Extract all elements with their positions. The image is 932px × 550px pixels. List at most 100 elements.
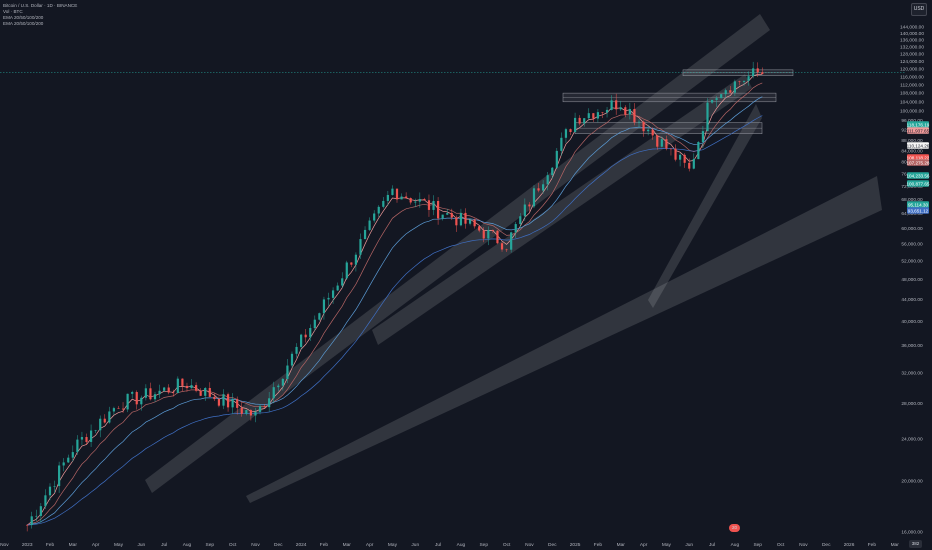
- candle-body: [564, 129, 568, 138]
- candle-body: [71, 452, 74, 458]
- candle-body: [208, 387, 211, 397]
- price-axis-settings-button[interactable]: 382: [909, 540, 922, 548]
- ema-200-line: [27, 115, 763, 526]
- x-tick-label: Sep: [206, 542, 215, 548]
- x-tick-label: Mar: [343, 542, 352, 548]
- y-tick-label: 84,000.00: [901, 148, 923, 154]
- x-tick-label: Jun: [137, 542, 145, 548]
- candle-body: [441, 214, 444, 219]
- price-label-text: 111,937.65: [907, 128, 930, 133]
- x-tick-label: Dec: [822, 542, 831, 548]
- x-tick-label: Oct: [503, 542, 511, 548]
- x-tick-label: Jun: [411, 542, 419, 548]
- y-tick-label: 128,000.00: [900, 52, 924, 58]
- candle-body: [697, 142, 700, 160]
- candle-body: [222, 394, 225, 406]
- x-tick-label: Mar: [891, 542, 900, 548]
- x-tick-label: Jul: [161, 542, 167, 548]
- x-tick-label: Nov: [0, 542, 9, 548]
- candle-body: [482, 230, 485, 239]
- candle-body: [62, 462, 65, 466]
- x-tick-label: Apr: [640, 542, 648, 548]
- y-tick-label: 28,000.00: [901, 401, 923, 407]
- candle-body: [647, 129, 650, 132]
- ema-100-line: [27, 96, 763, 526]
- y-tick-label: 108,000.00: [900, 91, 924, 97]
- x-tick-label: Oct: [229, 542, 237, 548]
- candle-body: [382, 200, 385, 207]
- candle-body: [354, 254, 358, 265]
- candle-body: [58, 465, 61, 487]
- x-tick-label: Apr: [92, 542, 100, 548]
- currency-button[interactable]: USD: [911, 3, 927, 16]
- candle-body: [464, 212, 467, 224]
- candle-body: [309, 328, 312, 338]
- candle-body: [94, 430, 97, 431]
- price-label-text: 104,233.56: [907, 173, 930, 178]
- candle-body: [624, 107, 627, 115]
- legend-volume[interactable]: Vol · BTC: [3, 9, 23, 14]
- events-badge[interactable]: 20: [729, 524, 740, 532]
- x-tick-label: Aug: [457, 542, 466, 548]
- candle-body: [633, 109, 636, 123]
- y-tick-label: 56,000.00: [901, 242, 923, 248]
- candle-body: [131, 392, 134, 394]
- legend-ema-2[interactable]: EMA 20/50/100/200: [3, 21, 44, 26]
- candle-body: [204, 387, 207, 396]
- x-tick-label: 2024: [296, 542, 307, 548]
- candle-body: [710, 99, 714, 103]
- candle-body: [336, 285, 339, 291]
- candle-body: [715, 98, 718, 100]
- candle-body: [254, 411, 257, 416]
- candle-body: [742, 80, 746, 82]
- legend-ema-1[interactable]: EMA 20/50/100/200: [3, 15, 44, 20]
- candle-body: [345, 262, 348, 279]
- candle-body: [331, 290, 335, 298]
- candle-body: [277, 385, 280, 388]
- candle-body: [195, 385, 198, 391]
- candle-body: [596, 112, 600, 119]
- candle-body: [217, 399, 221, 406]
- candle-body: [163, 387, 166, 391]
- candle-body: [437, 200, 440, 219]
- candle-body: [199, 390, 202, 396]
- candle-body: [268, 398, 271, 408]
- y-tick-label: 112,000.00: [900, 82, 924, 88]
- candle-body: [583, 118, 586, 124]
- candle-body: [610, 100, 613, 110]
- y-tick-label: 68,000.00: [901, 197, 923, 203]
- y-tick-label: 144,000.00: [900, 25, 924, 31]
- candle-body: [395, 188, 399, 200]
- candle-body: [30, 516, 33, 526]
- channel-band-4: [648, 104, 762, 308]
- price-label-box: [907, 172, 929, 179]
- legend-symbol[interactable]: Bitcoin / U.S. Dollar · 1D · BINANCE: [3, 3, 78, 8]
- price-label-text: 95,114.30: [908, 202, 929, 207]
- y-tick-label: 20,000.00: [901, 478, 923, 484]
- price-label-text: 110,124.26: [907, 143, 930, 148]
- x-tick-label: Nov: [525, 542, 534, 548]
- candle-body: [519, 216, 522, 225]
- candle-body: [44, 495, 47, 507]
- x-tick-label: Oct: [777, 542, 785, 548]
- candle-body: [112, 408, 116, 412]
- ema-50-line: [27, 82, 763, 526]
- candle-body: [678, 154, 682, 160]
- candle-body: [236, 399, 239, 408]
- x-tick-label: 2026: [844, 542, 855, 548]
- candle-body: [405, 196, 408, 199]
- candle-body: [546, 175, 549, 185]
- x-tick-label: Apr: [366, 542, 374, 548]
- y-tick-label: 88,000.00: [901, 138, 923, 144]
- candle-body: [76, 439, 79, 453]
- candle-body: [99, 418, 102, 431]
- candle-body: [455, 217, 458, 226]
- price-label-box: [907, 127, 929, 134]
- candle-body: [628, 109, 631, 115]
- candle-body: [144, 388, 147, 398]
- candle-body: [761, 72, 764, 75]
- candle-body: [587, 113, 590, 119]
- price-label-text: 118,176.19: [907, 122, 930, 127]
